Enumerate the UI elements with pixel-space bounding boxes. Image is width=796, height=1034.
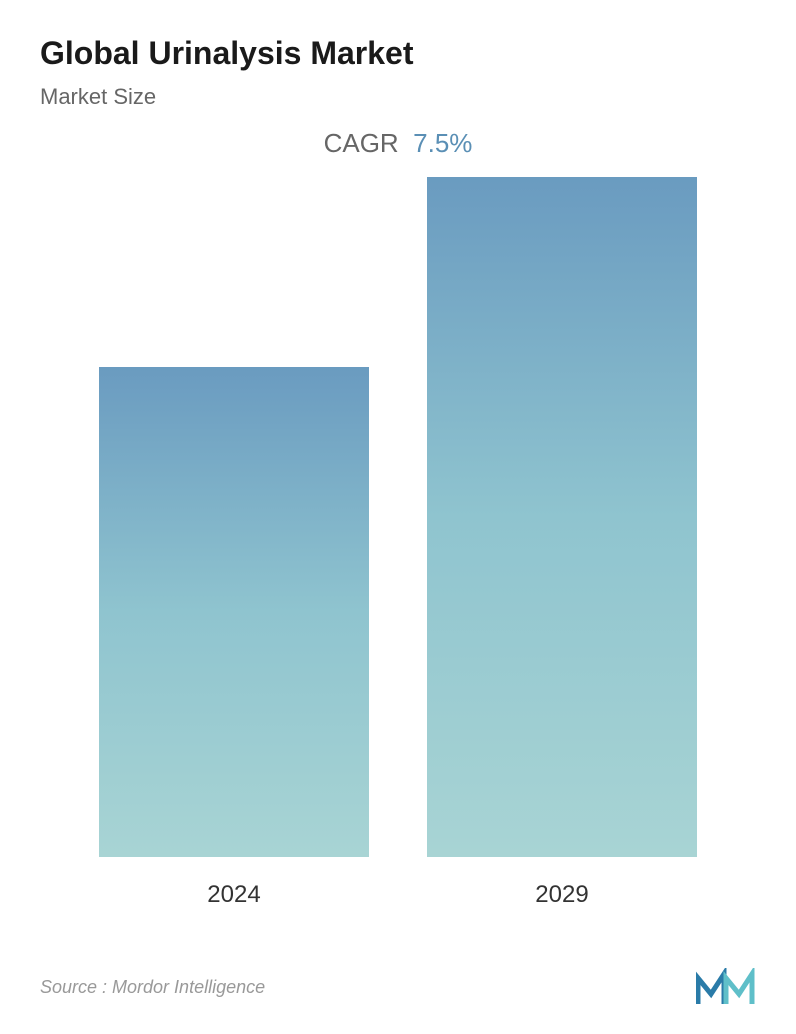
footer: Source : Mordor Intelligence	[40, 968, 756, 1006]
bar-2024	[99, 367, 369, 857]
bar-2029	[427, 177, 697, 857]
source-text: Source : Mordor Intelligence	[40, 977, 265, 998]
bar-label-2029: 2029	[535, 881, 588, 909]
cagr-label: CAGR	[324, 128, 399, 158]
bar-group-2024: 2024	[99, 367, 369, 909]
cagr-value: 7.5%	[413, 128, 472, 158]
chart-subtitle: Market Size	[40, 84, 756, 110]
mordor-logo-icon	[696, 968, 756, 1006]
chart-title: Global Urinalysis Market	[40, 35, 756, 72]
bar-chart: 2024 2029	[40, 189, 756, 909]
bar-group-2029: 2029	[427, 177, 697, 909]
cagr-row: CAGR 7.5%	[40, 128, 756, 159]
bar-label-2024: 2024	[207, 881, 260, 909]
